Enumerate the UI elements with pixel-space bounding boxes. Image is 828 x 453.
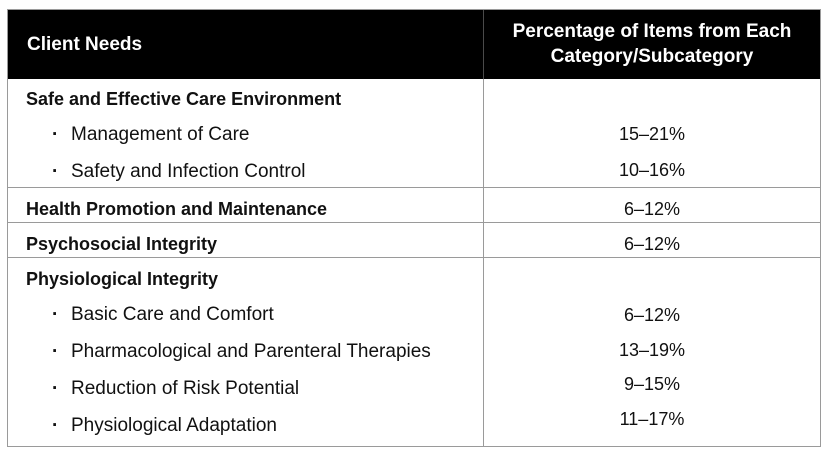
percent-basic-care-comfort: 6–12% [623, 305, 681, 325]
client-needs-table: Client Needs Percentage of Items from Ea… [7, 9, 821, 447]
subcategory-label: Basic Care and Comfort [71, 304, 274, 325]
subcategory-label: Management of Care [71, 124, 250, 145]
category-health-promotion: Health Promotion and Maintenance [26, 199, 328, 219]
category-psychosocial-integrity: Psychosocial Integrity [26, 234, 218, 254]
category-physiological-integrity: Physiological Integrity [26, 269, 219, 289]
percent-reduction-of-risk: 9–15% [623, 374, 681, 394]
row-divider [8, 187, 820, 188]
percent-safety-infection-control: 10–16% [618, 160, 686, 180]
percent-psychosocial-integrity: 6–12% [623, 234, 681, 254]
bullet: · [52, 161, 59, 182]
subcategory-reduction-of-risk: · Reduction of Risk Potential [52, 377, 299, 401]
row-divider [8, 222, 820, 223]
subcategory-basic-care-comfort: · Basic Care and Comfort [52, 303, 274, 327]
bullet: · [52, 124, 59, 145]
bullet: · [52, 378, 59, 399]
header-divider [483, 10, 484, 79]
subcategory-management-of-care: · Management of Care [52, 123, 250, 147]
row-divider [8, 257, 820, 258]
bullet: · [52, 304, 59, 325]
subcategory-pharmacological-parenteral: · Pharmacological and Parenteral Therapie… [52, 340, 431, 364]
percent-physiological-adaptation: 11–17% [619, 409, 685, 429]
subcategory-label: Safety and Infection Control [71, 161, 306, 182]
percent-management-of-care: 15–21% [618, 124, 686, 144]
header-percentage: Percentage of Items from Each Category/S… [484, 19, 820, 69]
subcategory-label: Pharmacological and Parenteral Therapies [71, 341, 431, 362]
bullet: · [52, 341, 59, 362]
percent-health-promotion: 6–12% [623, 199, 681, 219]
header-percentage-line2: Category/Subcategory [550, 46, 754, 67]
subcategory-physiological-adaptation: · Physiological Adaptation [52, 414, 277, 438]
percent-pharmacological-parenteral: 13–19% [618, 340, 686, 360]
subcategory-label: Physiological Adaptation [71, 415, 277, 436]
subcategory-safety-infection-control: · Safety and Infection Control [52, 160, 305, 184]
subcategory-label: Reduction of Risk Potential [71, 378, 300, 399]
table-header: Client Needs Percentage of Items from Ea… [8, 10, 820, 79]
column-divider [483, 79, 484, 446]
bullet: · [52, 415, 59, 436]
header-client-needs: Client Needs [27, 34, 143, 55]
header-percentage-line1: Percentage of Items from Each [512, 21, 792, 42]
category-safe-effective-care: Safe and Effective Care Environment [26, 89, 342, 109]
